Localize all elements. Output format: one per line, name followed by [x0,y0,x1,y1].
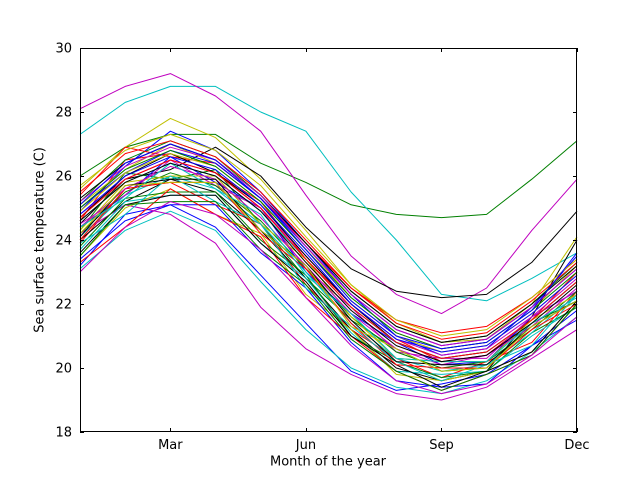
temperature-line [79,146,578,334]
temperature-line [79,140,578,340]
temperature-line [79,191,578,379]
x-axis-label: Month of the year [269,454,387,470]
temperature-line [79,194,578,388]
temperature-line [79,146,578,347]
y-tick-label: 26 [55,170,72,185]
temperature-line [79,156,578,353]
temperature-line [79,181,578,372]
y-tick-label: 30 [55,42,72,57]
temperature-line [79,178,578,366]
series-lines [79,73,578,401]
temperature-line [79,133,578,337]
temperature-line [79,210,578,395]
temperature-line [79,85,578,302]
y-tick-label: 18 [55,426,72,441]
temperature-line [79,146,578,299]
temperature-line [79,149,578,350]
temperature-line [79,162,578,363]
y-tick-label: 24 [55,234,72,249]
temperature-line [79,175,578,372]
x-tick-label: Sep [429,438,454,453]
temperature-line [79,204,578,401]
y-axis-label: Sea surface temperature (C) [32,147,48,333]
y-tick-label: 28 [55,106,72,121]
axes: 18 20 22 24 26 28 30 Mar Jun Sep Dec [55,42,589,454]
temperature-line [79,201,578,391]
temperature-line [79,201,578,395]
y-tick-label: 20 [55,362,72,377]
temperature-line [79,159,578,359]
temperature-line [79,133,578,219]
temperature-line [79,143,578,350]
temperature-line [79,73,578,315]
temperature-line [79,204,578,391]
y-tick-label: 22 [55,298,72,313]
x-tick-label: Dec [564,438,589,453]
x-tick-label: Jun [295,438,316,453]
temperature-line [79,162,578,363]
x-tick-label: Mar [158,438,183,453]
